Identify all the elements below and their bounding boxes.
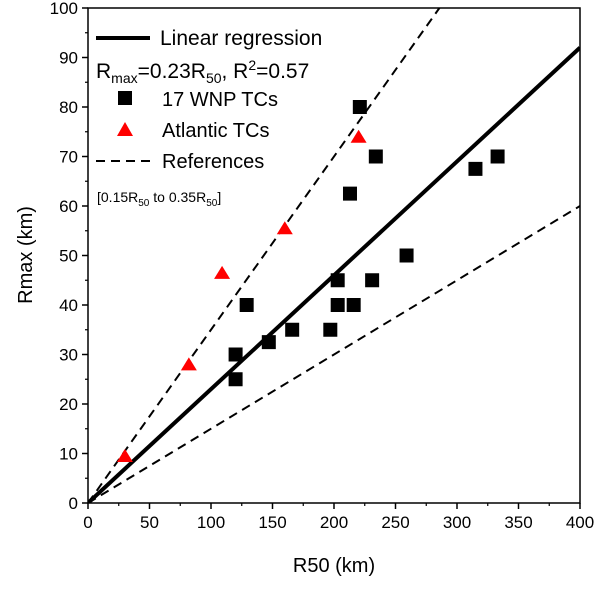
wnp-point — [368, 149, 383, 164]
wnp-point — [323, 322, 338, 337]
wnp-point — [399, 248, 414, 263]
y-tick-label: 10 — [59, 445, 78, 464]
wnp-point — [490, 149, 505, 164]
legend-regression-label: Linear regression — [160, 27, 322, 50]
reference-line — [88, 205, 580, 503]
x-tick-label: 250 — [381, 513, 409, 532]
atlantic-point — [180, 357, 197, 371]
y-tick-label: 80 — [59, 98, 78, 117]
wnp-point — [239, 298, 254, 312]
legend-equation: Rmax=0.23R50, R2=0.57 — [96, 57, 309, 86]
legend-atlantic-marker — [117, 122, 133, 136]
x-tick-label: 300 — [443, 513, 471, 532]
x-tick-label: 150 — [258, 513, 286, 532]
wnp-point — [365, 273, 380, 288]
y-tick-label: 30 — [59, 346, 78, 365]
x-tick-label: 350 — [504, 513, 532, 532]
wnp-point — [330, 298, 345, 312]
legend-references-label: References — [162, 151, 264, 173]
wnp-point — [330, 273, 345, 288]
legend-atlantic-label: Atlantic TCs — [162, 120, 269, 142]
atlantic-point — [214, 265, 231, 279]
atlantic-point — [276, 221, 293, 235]
y-tick-label: 0 — [69, 494, 78, 513]
wnp-point — [228, 347, 243, 362]
atlantic-point — [116, 448, 133, 462]
y-tick-label: 20 — [59, 395, 78, 414]
wnp-point — [285, 322, 300, 337]
legend-wnp-marker — [118, 91, 132, 105]
y-axis-label: Rmax (km) — [15, 206, 37, 304]
legend-reference-range: [0.15R50 to 0.35R50] — [97, 189, 221, 209]
legend: Linear regression Rmax=0.23R50, R2=0.57 … — [96, 27, 322, 209]
x-tick-label: 0 — [83, 513, 92, 532]
y-tick-label: 50 — [59, 247, 78, 266]
x-tick-label: 200 — [320, 513, 348, 532]
wnp-point — [468, 161, 483, 176]
y-tick-label: 40 — [59, 296, 78, 315]
reference-line — [88, 8, 441, 503]
y-tick-label: 60 — [59, 197, 78, 216]
wnp-point — [261, 335, 276, 350]
wnp-point — [352, 100, 367, 114]
x-tick-label: 100 — [197, 513, 225, 532]
atlantic-point — [350, 129, 367, 143]
x-axis-label: R50 (km) — [293, 555, 375, 577]
y-tick-label: 70 — [59, 148, 78, 167]
y-tick-label: 90 — [59, 49, 78, 68]
wnp-point — [346, 298, 361, 312]
y-tick-label: 100 — [50, 0, 78, 18]
wnp-point — [342, 186, 357, 201]
x-tick-label: 50 — [140, 513, 159, 532]
legend-wnp-label: 17 WNP TCs — [162, 89, 278, 111]
x-tick-label: 400 — [566, 513, 594, 532]
wnp-point — [228, 372, 243, 387]
